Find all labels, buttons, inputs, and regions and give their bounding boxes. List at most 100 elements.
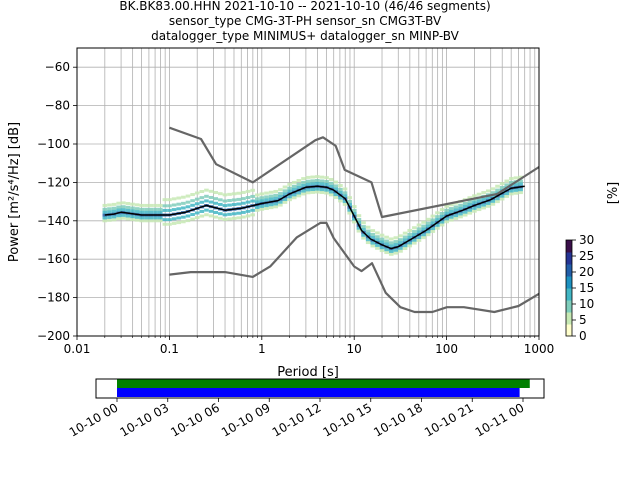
- density-cell: [453, 205, 459, 209]
- density-cell: [328, 184, 334, 188]
- density-cell: [162, 218, 168, 222]
- density-cell: [208, 209, 214, 213]
- density-cell: [157, 216, 163, 220]
- density-cell: [518, 182, 523, 186]
- density-cell: [148, 210, 154, 214]
- density-cell: [107, 210, 112, 214]
- density-cell: [231, 203, 237, 207]
- density-cell: [153, 203, 158, 207]
- timeline-tick-label: 10-10 15: [321, 400, 375, 439]
- density-cell: [291, 187, 297, 191]
- density-cell: [504, 194, 510, 198]
- density-cell: [379, 233, 385, 237]
- density-cell: [148, 216, 154, 220]
- density-cell: [181, 220, 186, 224]
- density-cell: [282, 192, 288, 196]
- density-cell: [111, 209, 117, 213]
- density-cell: [402, 244, 408, 248]
- timeline-tick-label: 10-10 21: [422, 400, 476, 439]
- density-cell: [157, 203, 163, 207]
- colorbar-segment: [566, 288, 572, 301]
- density-cell: [370, 232, 376, 236]
- density-cell: [278, 203, 283, 207]
- title-line1: BK.BK83.00.HHN 2021-10-10 -- 2021-10-10 …: [119, 0, 490, 13]
- density-cell: [107, 203, 112, 207]
- density-cell: [241, 201, 246, 205]
- density-cell: [361, 225, 366, 229]
- density-cell: [185, 194, 191, 198]
- density-cell: [476, 205, 482, 209]
- density-cell: [157, 210, 163, 214]
- colorbar-segment: [566, 240, 572, 253]
- density-cell: [185, 214, 191, 218]
- density-cell: [259, 196, 265, 200]
- colorbar-segment: [566, 324, 572, 337]
- density-cell: [167, 204, 172, 208]
- density-cell: [245, 196, 251, 200]
- density-cell: [204, 208, 209, 212]
- density-cell: [111, 218, 117, 222]
- density-cell: [120, 201, 126, 205]
- density-cell: [444, 204, 449, 208]
- density-cell: [120, 208, 126, 212]
- density-cell: [102, 216, 108, 220]
- density-cell: [241, 190, 246, 194]
- density-cell: [495, 197, 500, 201]
- density-cell: [116, 214, 121, 218]
- density-cell: [171, 221, 177, 225]
- timeline-tick-label: 10-10 06: [168, 400, 222, 439]
- density-cell: [444, 217, 449, 221]
- density-cell: [236, 211, 242, 215]
- density-cell: [393, 242, 399, 246]
- density-cell: [102, 203, 108, 207]
- density-cell: [218, 216, 223, 220]
- density-cell: [425, 233, 431, 237]
- density-cell: [194, 197, 200, 201]
- density-cell: [379, 240, 385, 244]
- density-cell: [107, 215, 112, 219]
- density-cell: [245, 189, 251, 193]
- density-cell: [236, 197, 242, 201]
- density-cell: [467, 211, 473, 215]
- mode-line: [104, 185, 525, 250]
- density-cell: [291, 184, 297, 188]
- density-cell: [490, 187, 496, 191]
- y-tick-label: −180: [37, 291, 70, 305]
- density-cell: [365, 229, 371, 233]
- density-cell: [167, 198, 172, 202]
- density-cell: [116, 205, 121, 209]
- density-cell: [338, 184, 343, 188]
- density-cell: [347, 202, 352, 206]
- y-tick-label: −160: [37, 252, 70, 266]
- density-cell: [273, 196, 279, 200]
- density-cell: [472, 198, 477, 202]
- density-cell: [472, 194, 477, 198]
- density-cell: [194, 202, 200, 206]
- density-cell: [481, 197, 486, 201]
- density-cell: [227, 192, 232, 196]
- density-cell: [476, 208, 482, 212]
- density-cell: [384, 242, 389, 246]
- density-cell: [513, 176, 519, 180]
- density-cell: [291, 193, 297, 197]
- density-cell: [485, 201, 491, 205]
- x-tick-label: 10: [347, 342, 362, 356]
- density-cell: [120, 216, 126, 220]
- density-cell: [328, 193, 334, 197]
- density-cell: [144, 219, 149, 223]
- density-cell: [416, 230, 422, 234]
- density-cell: [282, 200, 288, 204]
- density-cell: [259, 207, 265, 211]
- y-axis-ticks: −200 −180 −160 −140 −120 −100 −80 −60: [37, 60, 77, 343]
- density-cell: [490, 202, 496, 206]
- density-cell: [398, 234, 403, 238]
- density-cell: [439, 208, 445, 212]
- density-cell: [319, 190, 325, 194]
- density-cell: [194, 216, 200, 220]
- density-cell: [116, 201, 121, 205]
- density-cell: [351, 217, 357, 221]
- density-cell: [231, 216, 237, 220]
- density-cell: [370, 244, 376, 248]
- density-cell: [204, 213, 209, 217]
